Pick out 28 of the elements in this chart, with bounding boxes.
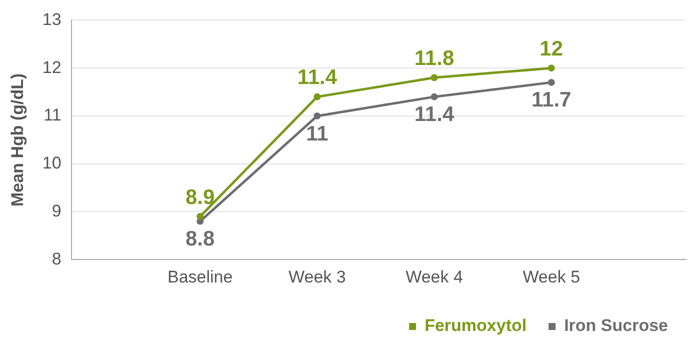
point: [314, 93, 321, 100]
point: [430, 74, 438, 82]
data-label: 11.4: [297, 66, 338, 90]
y-tick-label: 11: [44, 106, 62, 125]
data-label: 11.8: [414, 46, 454, 70]
x-tick-label: Week 3: [288, 267, 346, 286]
data-label: 11: [306, 122, 329, 146]
legend-label: Iron Sucrose: [564, 316, 668, 336]
x-tick-label: Week 4: [406, 267, 463, 286]
data-label: 11.4: [414, 103, 454, 126]
y-tick-label: 9: [52, 201, 62, 220]
data-label: 8.9: [186, 186, 215, 209]
data-label: 8.8: [186, 228, 216, 251]
point: [548, 78, 555, 86]
legend-label: Ferumoxytol: [424, 316, 527, 336]
y-tick-label: 12: [42, 58, 62, 77]
point: [196, 213, 204, 220]
point: [548, 64, 555, 72]
y-axis-title: Mean Hgb (g/dL): [8, 73, 27, 206]
data-label: 12: [540, 37, 564, 60]
y-tick-label: 13: [42, 10, 62, 29]
x-tick-label: Week 5: [522, 267, 580, 286]
data-label: 11.7: [531, 88, 572, 112]
x-tick-label: Baseline: [167, 267, 233, 286]
point: [314, 112, 321, 120]
y-tick-label: 10: [42, 154, 62, 173]
point: [430, 93, 438, 100]
y-tick-label: 8: [52, 249, 62, 268]
